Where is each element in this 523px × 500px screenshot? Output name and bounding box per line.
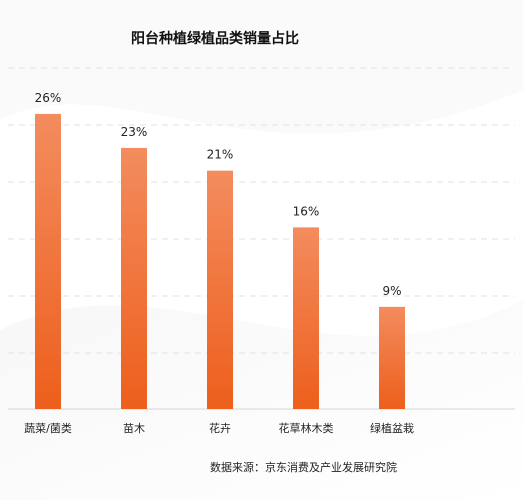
data-label-1: 26% xyxy=(35,91,62,105)
data-label-4: 16% xyxy=(293,204,320,218)
data-label-2: 23% xyxy=(121,125,148,139)
bar-5 xyxy=(379,306,405,409)
source-note: 数据来源：京东消费及产业发展研究院 xyxy=(210,461,397,474)
chart-title: 阳台种植绿植品类销量占比 xyxy=(131,31,299,47)
category-label-2: 苗木 xyxy=(123,422,145,435)
category-label-4: 花草林木类 xyxy=(279,421,334,435)
category-label-3: 花卉 xyxy=(209,422,231,435)
category-label-1: 蔬菜/菌类 xyxy=(24,421,72,435)
data-label-3: 21% xyxy=(207,148,234,162)
bar-3 xyxy=(207,170,233,409)
bar-1 xyxy=(35,113,61,410)
bar-2 xyxy=(121,147,147,409)
category-label-5: 绿植盆栽 xyxy=(370,421,414,435)
data-label-5: 9% xyxy=(382,284,401,298)
bar-4 xyxy=(293,227,319,409)
